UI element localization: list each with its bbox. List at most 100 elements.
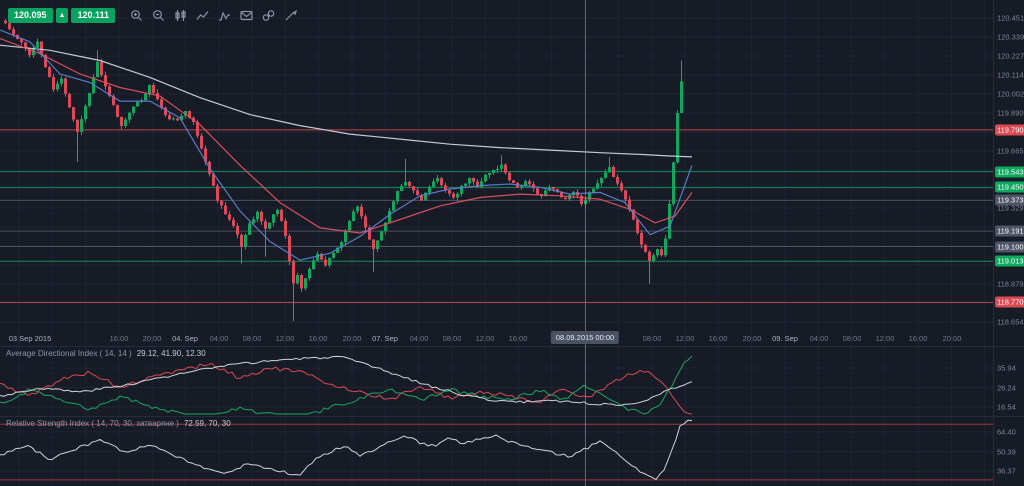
candle-body <box>204 148 207 162</box>
candle-body <box>328 257 331 266</box>
candle-body <box>136 101 139 107</box>
candle-body <box>632 209 635 220</box>
candle-body <box>644 244 647 252</box>
candle-body <box>256 211 259 220</box>
zoom-in-icon[interactable] <box>130 9 143 22</box>
candle-body <box>384 222 387 232</box>
candle-body <box>152 85 155 94</box>
candle-body <box>244 234 247 247</box>
message-icon[interactable] <box>240 9 253 22</box>
quote-toolbar: 120.095 ▲ 120.111 <box>8 8 298 23</box>
candle-body <box>20 39 23 43</box>
candle-body <box>60 78 63 84</box>
candle-body <box>56 83 59 90</box>
candle-body <box>608 167 611 173</box>
candle-body <box>280 209 283 221</box>
candle-body <box>660 249 663 256</box>
candle-body <box>588 192 591 200</box>
candle-body <box>48 67 51 78</box>
candle-body <box>664 238 667 256</box>
candle-body <box>100 61 103 76</box>
candle-body <box>344 230 347 243</box>
chart-line-icon[interactable] <box>196 9 209 22</box>
moving-averages-layer <box>0 29 693 261</box>
candle-body <box>496 168 499 170</box>
candle-body <box>8 23 11 30</box>
candle-body <box>156 93 159 100</box>
candle-body <box>652 255 655 261</box>
candle-body <box>504 164 507 173</box>
buy-price-button[interactable]: 120.111 <box>71 8 116 23</box>
candle-body <box>224 205 227 215</box>
candle-body <box>324 259 327 266</box>
draw-icon[interactable] <box>284 9 298 22</box>
candle-body <box>640 232 643 245</box>
candle-body <box>500 164 503 169</box>
candle-body <box>264 221 267 229</box>
candle-body <box>480 181 483 188</box>
candle-body <box>88 93 91 106</box>
grid-layer <box>0 17 993 472</box>
candle-body <box>380 231 383 241</box>
candle-body <box>188 111 191 118</box>
candle-body <box>24 42 27 49</box>
candle-body <box>268 222 271 229</box>
candle-body <box>124 119 127 127</box>
candle-body <box>400 185 403 192</box>
candle-body <box>212 173 215 186</box>
moving-average-slow <box>0 44 693 158</box>
candle-body <box>104 75 107 87</box>
candle-body <box>232 219 235 226</box>
candle-body <box>272 214 275 223</box>
candle-body <box>560 192 563 198</box>
candle-body <box>456 193 459 198</box>
candle-body <box>468 178 471 184</box>
link-icon[interactable] <box>262 9 275 22</box>
moving-average-fast <box>0 29 693 261</box>
candle-body <box>220 200 223 206</box>
candle-body <box>112 95 115 106</box>
candle-body <box>388 210 391 223</box>
candle-body <box>40 41 43 55</box>
candle-body <box>172 118 175 120</box>
candle-body <box>408 181 411 187</box>
candle-body <box>312 260 315 269</box>
candle-body <box>348 221 351 231</box>
candle-body <box>420 195 423 201</box>
candle-body <box>472 178 475 182</box>
chart-candles-icon[interactable] <box>174 9 187 22</box>
candle-body <box>180 115 183 121</box>
candle-body <box>580 195 583 204</box>
zoom-out-icon[interactable] <box>152 9 165 22</box>
candle-body <box>452 193 455 198</box>
minus-di-line <box>0 362 693 415</box>
sell-price-button[interactable]: 120.095 <box>8 8 53 23</box>
candle-body <box>676 113 679 163</box>
candle-body <box>528 181 531 185</box>
toolbar-icons <box>130 9 298 22</box>
adx-panel-header[interactable]: Average Directional Index ( 14, 14 ) 29.1… <box>6 349 206 358</box>
candle-body <box>320 253 323 260</box>
candle-body <box>444 185 447 191</box>
candle-body <box>332 253 335 258</box>
rsi-panel-header[interactable]: Relative Strength Index ( 14, 70, 30, за… <box>6 419 231 428</box>
candle-body <box>196 121 199 136</box>
candle-body <box>372 239 375 250</box>
candle-body <box>308 269 311 279</box>
candle-body <box>4 20 7 24</box>
candle-body <box>340 242 343 248</box>
candle-body <box>64 78 67 94</box>
indicator-icon[interactable] <box>218 9 231 22</box>
candle-body <box>508 172 511 181</box>
candle-body <box>544 190 547 196</box>
candle-body <box>164 107 167 116</box>
candle-body <box>492 170 495 173</box>
candle-body <box>28 48 31 56</box>
candle-body <box>128 112 131 120</box>
candle-body <box>72 107 75 120</box>
candle-body <box>260 211 263 222</box>
candle-body <box>296 274 299 284</box>
candle-body <box>276 209 279 215</box>
candle-body <box>132 106 135 113</box>
